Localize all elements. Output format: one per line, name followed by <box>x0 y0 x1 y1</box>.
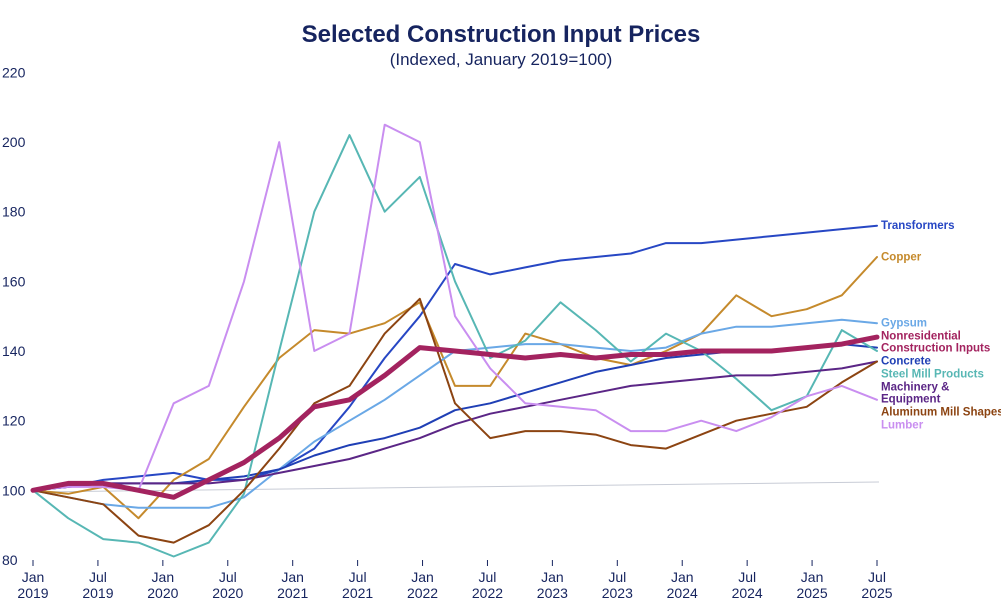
series-line <box>30 334 880 500</box>
x-tick-year: 2024 <box>667 585 698 600</box>
x-tick-month: Jan <box>541 569 564 585</box>
y-tick-label: 140 <box>2 343 26 359</box>
y-tick-label: 80 <box>2 552 18 568</box>
series-line <box>32 256 878 520</box>
y-axis: 220 200 180 160 140 120 100 80 <box>2 64 26 568</box>
chart-subtitle: (Indexed, January 2019=100) <box>390 50 613 69</box>
x-tick-year: 2024 <box>732 585 763 600</box>
series-line <box>32 318 878 509</box>
x-tick-month: Jan <box>22 569 45 585</box>
legend-label: Nonresidential Construction Inputs <box>881 331 990 355</box>
legend-label: Copper <box>881 252 922 264</box>
x-tick-month: Jan <box>801 569 824 585</box>
x-tick-year: 2019 <box>17 585 48 600</box>
x-tick-year: 2020 <box>212 585 243 600</box>
legend-label: Transformers <box>881 220 955 232</box>
x-tick-month: Jan <box>411 569 434 585</box>
x-tick-month: Jul <box>89 569 107 585</box>
series-line <box>32 123 878 492</box>
x-axis: Jan2019Jul2019Jan2020Jul2020Jan2021Jul20… <box>17 560 893 600</box>
series-line <box>32 297 878 544</box>
y-tick-label: 160 <box>2 273 26 289</box>
x-tick-year: 2021 <box>277 585 308 600</box>
x-tick-year: 2020 <box>147 585 178 600</box>
baseline-100 <box>32 481 880 493</box>
x-tick-year: 2023 <box>537 585 568 600</box>
x-tick-year: 2023 <box>602 585 633 600</box>
series-lines <box>30 123 880 558</box>
legend-label: Gypsum <box>881 318 927 330</box>
series-line <box>32 360 878 492</box>
x-tick-year: 2025 <box>861 585 892 600</box>
x-tick-year: 2022 <box>407 585 438 600</box>
x-tick-month: Jul <box>479 569 497 585</box>
x-tick-month: Jul <box>608 569 626 585</box>
x-tick-year: 2022 <box>472 585 503 600</box>
legend-label: Machinery & Equipment <box>881 382 949 406</box>
y-tick-label: 220 <box>2 64 26 80</box>
legend-label: Steel Mill Products <box>881 369 984 381</box>
x-tick-month: Jul <box>868 569 886 585</box>
x-tick-year: 2019 <box>82 585 113 600</box>
y-tick-label: 120 <box>2 413 26 429</box>
x-tick-month: Jul <box>738 569 756 585</box>
y-tick-label: 100 <box>2 482 26 498</box>
x-tick-month: Jan <box>671 569 694 585</box>
x-tick-month: Jul <box>349 569 367 585</box>
x-tick-year: 2025 <box>796 585 827 600</box>
x-tick-year: 2021 <box>342 585 373 600</box>
y-tick-label: 180 <box>2 204 26 220</box>
series-line <box>32 224 878 492</box>
x-tick-month: Jan <box>281 569 304 585</box>
legend-label: Aluminum Mill Shapes <box>881 407 1001 419</box>
legend-label: Concrete <box>881 356 931 368</box>
x-tick-month: Jul <box>219 569 237 585</box>
x-tick-month: Jan <box>152 569 175 585</box>
series-line <box>32 134 878 558</box>
legend-label: Lumber <box>881 420 924 432</box>
chart-title: Selected Construction Input Prices <box>302 21 701 48</box>
y-tick-label: 200 <box>2 134 26 150</box>
